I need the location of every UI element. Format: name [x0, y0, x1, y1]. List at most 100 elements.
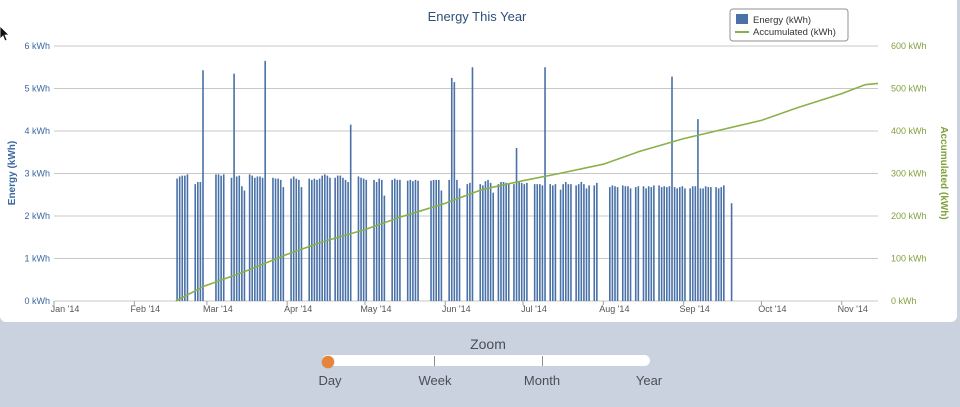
accumulated-line — [175, 82, 879, 302]
energy-bar — [668, 186, 671, 301]
energy-bar — [621, 185, 624, 301]
y-right-tick-label: 100 kWh — [891, 254, 927, 264]
energy-bar — [616, 187, 619, 301]
energy-bar — [241, 186, 243, 301]
energy-bar — [362, 178, 365, 301]
energy-bar — [349, 124, 352, 302]
y-left-tick-label: 1 kWh — [24, 254, 50, 264]
y-right-tick-label: 400 kWh — [891, 126, 927, 136]
energy-bar — [676, 188, 678, 302]
energy-bar — [217, 174, 220, 301]
energy-bar — [583, 184, 585, 302]
energy-bar — [533, 184, 536, 302]
energy-bar — [611, 185, 614, 301]
x-tick-label: Mar '14 — [203, 304, 233, 314]
energy-bar — [536, 184, 539, 302]
energy-bar — [373, 179, 375, 302]
energy-bar — [181, 175, 184, 302]
energy-bar — [497, 184, 500, 302]
energy-bar — [414, 179, 417, 302]
energy-bar — [526, 182, 528, 301]
x-tick-label: Oct '14 — [758, 304, 786, 314]
y-right-tick-label: 600 kWh — [891, 41, 927, 51]
y-right-axis-title: Accumulated (kWh) — [938, 126, 949, 219]
y-left-tick-label: 3 kWh — [24, 169, 50, 179]
energy-bar — [645, 188, 647, 302]
energy-bar — [235, 176, 238, 301]
energy-bar — [482, 185, 484, 301]
zoom-label-year[interactable]: Year — [635, 373, 663, 388]
energy-bar — [730, 203, 733, 301]
energy-bar — [715, 187, 717, 301]
energy-bar — [702, 188, 704, 302]
energy-bar — [321, 175, 323, 302]
energy-bar — [277, 178, 279, 301]
energy-bar — [684, 188, 686, 302]
zoom-panel: Zoom — [0, 322, 960, 407]
zoom-label-day[interactable]: Day — [318, 373, 342, 388]
energy-bar — [334, 177, 336, 301]
energy-bar — [248, 174, 251, 301]
energy-bar — [505, 182, 507, 301]
energy-bar — [673, 187, 676, 301]
energy-bar — [339, 175, 342, 302]
y-right-tick-label: 200 kWh — [891, 211, 927, 221]
energy-bar — [492, 192, 495, 302]
energy-bar — [440, 190, 443, 301]
energy-bar — [292, 176, 295, 301]
energy-bar — [323, 174, 326, 301]
energy-bar — [552, 185, 554, 301]
energy-bar — [243, 190, 246, 301]
energy-bar — [513, 184, 515, 302]
energy-bar — [627, 186, 629, 301]
zoom-label-month[interactable]: Month — [523, 373, 561, 388]
energy-bar — [202, 70, 204, 301]
energy-bar — [261, 177, 264, 301]
y-left-tick-label: 4 kWh — [24, 126, 50, 136]
energy-bar — [453, 82, 456, 302]
x-tick-label: May '14 — [360, 304, 391, 314]
energy-bar — [448, 179, 450, 302]
energy-bar — [469, 182, 471, 301]
energy-bar — [720, 187, 723, 301]
energy-bar — [593, 185, 596, 301]
energy-bar — [520, 182, 523, 301]
energy-bar — [430, 180, 432, 301]
energy-bar — [689, 188, 691, 302]
energy-bar — [707, 187, 710, 301]
energy-bar — [409, 179, 412, 302]
zoom-label-week[interactable]: Week — [418, 373, 452, 388]
energy-bar — [264, 60, 266, 302]
energy-bar — [564, 182, 567, 301]
energy-bar — [254, 177, 256, 301]
energy-bar — [717, 188, 720, 302]
zoom-tick-week — [434, 356, 435, 366]
energy-bar — [318, 178, 321, 301]
x-tick-label: Jun '14 — [442, 304, 471, 314]
zoom-slider-handle[interactable] — [322, 356, 334, 368]
energy-bar — [699, 188, 702, 302]
energy-bar — [396, 179, 399, 302]
energy-bar — [487, 179, 489, 302]
energy-bar — [222, 174, 225, 301]
energy-bar — [671, 76, 673, 301]
zoom-slider-track[interactable] — [322, 355, 650, 366]
energy-bar — [399, 179, 401, 302]
energy-bar — [391, 179, 393, 302]
zoom-title: Zoom — [470, 336, 506, 352]
legend-box — [729, 8, 849, 42]
energy-bar — [308, 178, 311, 301]
legend-label-energy: Energy (kWh) — [753, 15, 811, 26]
energy-bar — [326, 175, 329, 302]
zoom-tick-month — [542, 356, 543, 366]
energy-bar — [554, 184, 557, 302]
energy-bar — [178, 176, 181, 301]
energy-bar — [230, 177, 233, 301]
energy-bar — [435, 179, 438, 302]
energy-bar — [197, 182, 199, 301]
energy-bar — [194, 184, 197, 302]
energy-bar — [634, 187, 637, 301]
energy-bar — [279, 179, 282, 302]
energy-bar — [313, 178, 316, 301]
energy-bar — [570, 184, 572, 302]
